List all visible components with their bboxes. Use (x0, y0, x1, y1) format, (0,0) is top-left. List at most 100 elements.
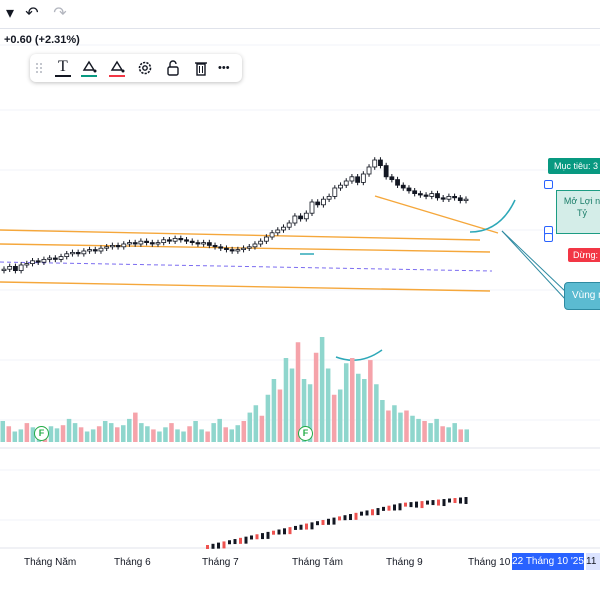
candle[interactable] (184, 239, 189, 242)
volume-bar[interactable] (84, 431, 90, 443)
position-handle-entry[interactable] (544, 233, 553, 242)
volume-bar[interactable] (295, 342, 301, 442)
position-handle-top[interactable] (544, 180, 553, 189)
candle[interactable] (452, 195, 457, 199)
volume-bar[interactable] (362, 379, 367, 442)
candle[interactable] (229, 249, 235, 252)
line-color-icon[interactable] (106, 58, 128, 78)
candle[interactable] (269, 232, 275, 238)
volume-bar[interactable] (72, 423, 78, 442)
volume-bar[interactable] (193, 421, 198, 442)
candle[interactable] (115, 244, 121, 248)
projection-curve[interactable] (469, 199, 516, 233)
candle[interactable] (178, 237, 184, 241)
event-badge-earnings-2[interactable]: F (298, 426, 313, 441)
candle[interactable] (446, 195, 452, 200)
volume-bar[interactable] (325, 368, 331, 443)
volume-bar[interactable] (247, 412, 253, 442)
volume-bar[interactable] (163, 427, 168, 442)
volume-bar[interactable] (386, 410, 391, 443)
volume-bar[interactable] (217, 418, 222, 442)
volume-bar[interactable] (392, 405, 397, 442)
candle[interactable] (92, 249, 98, 252)
candle[interactable] (435, 193, 440, 199)
candle[interactable] (263, 236, 269, 242)
candle[interactable] (326, 195, 332, 200)
candle[interactable] (41, 258, 47, 263)
candle[interactable] (109, 244, 115, 248)
candle[interactable] (303, 212, 309, 220)
candle[interactable] (372, 159, 378, 168)
candle[interactable] (87, 249, 92, 252)
volume-bar[interactable] (0, 421, 6, 442)
candle[interactable] (252, 243, 258, 248)
volume-bar[interactable] (102, 421, 108, 442)
candle[interactable] (389, 176, 395, 181)
candle[interactable] (440, 197, 446, 200)
candle[interactable] (189, 240, 195, 243)
annotation-curve-volume[interactable] (335, 349, 383, 361)
candle[interactable] (366, 166, 372, 175)
candle[interactable] (1, 268, 7, 272)
volume-bar[interactable] (349, 358, 355, 442)
candle[interactable] (138, 240, 144, 245)
candle[interactable] (206, 242, 212, 246)
trendline-lower-channel[interactable] (0, 281, 491, 292)
volume-bar[interactable] (66, 418, 72, 442)
volume-bar[interactable] (374, 384, 379, 442)
candle[interactable] (224, 247, 229, 250)
candle[interactable] (13, 265, 18, 271)
volume-bar[interactable] (343, 363, 349, 442)
candle[interactable] (355, 176, 361, 183)
volume-bar[interactable] (108, 423, 114, 442)
volume-bar[interactable] (211, 423, 216, 442)
volume-bar[interactable] (30, 427, 36, 442)
volume-bar[interactable] (241, 421, 247, 442)
volume-bar[interactable] (48, 426, 54, 442)
candle[interactable] (35, 260, 41, 263)
volume-bar[interactable] (422, 421, 427, 442)
volume-bar[interactable] (380, 400, 385, 442)
volume-bar[interactable] (271, 379, 277, 442)
volume-bar[interactable] (96, 426, 102, 442)
volume-bar[interactable] (223, 427, 228, 442)
candle[interactable] (383, 165, 389, 178)
volume-bar[interactable] (133, 412, 138, 442)
candle[interactable] (98, 247, 104, 252)
candle[interactable] (201, 242, 207, 245)
volume-bar[interactable] (331, 394, 337, 442)
volume-bar[interactable] (18, 429, 24, 442)
volume-bar[interactable] (265, 394, 271, 442)
volume-bar[interactable] (181, 431, 186, 443)
candle[interactable] (172, 237, 178, 242)
candle[interactable] (281, 226, 286, 231)
candle[interactable] (400, 184, 406, 189)
volume-bar[interactable] (440, 426, 445, 442)
volume-bar[interactable] (6, 426, 12, 442)
candle[interactable] (246, 246, 252, 249)
candle[interactable] (155, 242, 161, 245)
target-label[interactable]: Mục tiêu: 3 (548, 158, 600, 174)
candle[interactable] (24, 263, 30, 266)
volume-bar[interactable] (307, 384, 313, 442)
volume-bar[interactable] (127, 418, 132, 442)
volume-bar[interactable] (368, 360, 373, 442)
volume-bar[interactable] (319, 337, 325, 442)
volume-bar[interactable] (187, 426, 192, 442)
candle[interactable] (298, 215, 303, 220)
trendline-descending[interactable] (374, 195, 499, 234)
candle[interactable] (144, 240, 149, 243)
trendline-upper-channel[interactable] (0, 229, 481, 241)
candle[interactable] (332, 187, 338, 197)
candle[interactable] (338, 184, 343, 189)
candle[interactable] (412, 190, 418, 195)
event-badge-earnings-1[interactable]: F (34, 426, 49, 441)
candle[interactable] (286, 222, 292, 228)
volume-bar[interactable] (253, 405, 259, 442)
candle[interactable] (463, 198, 469, 201)
candle[interactable] (423, 194, 429, 197)
volume-bar[interactable] (434, 418, 439, 442)
candle[interactable] (81, 250, 87, 255)
candle[interactable] (360, 173, 366, 183)
